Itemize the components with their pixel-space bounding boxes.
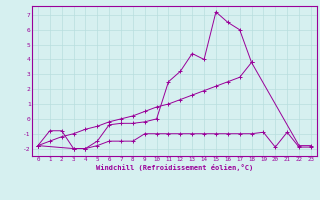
X-axis label: Windchill (Refroidissement éolien,°C): Windchill (Refroidissement éolien,°C)	[96, 164, 253, 171]
